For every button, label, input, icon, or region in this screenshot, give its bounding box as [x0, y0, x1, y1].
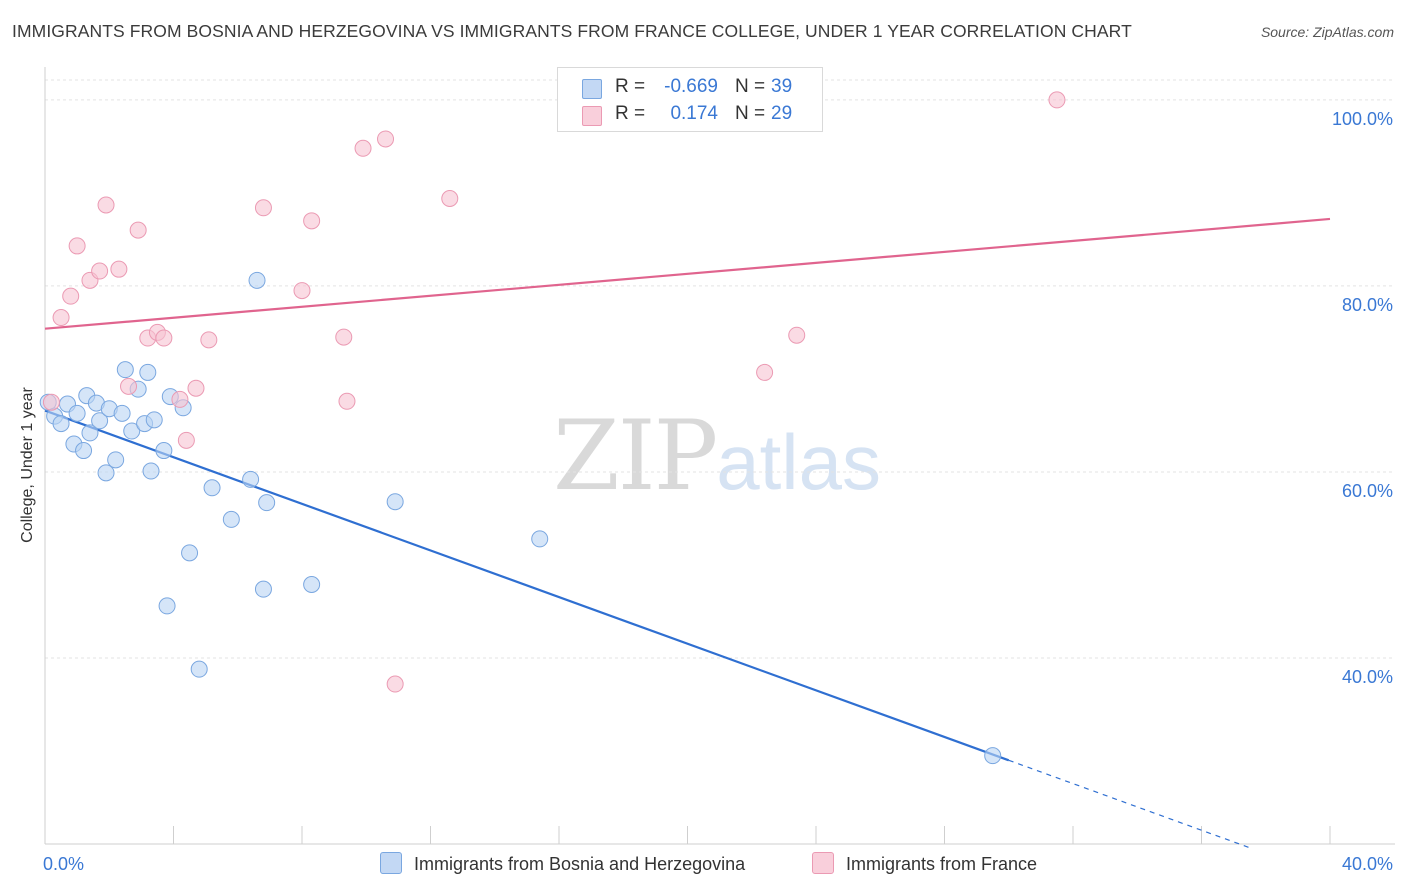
y-tick-label: 100.0%: [1332, 109, 1393, 129]
watermark: ZIPatlas: [553, 400, 881, 512]
bosnia-point: [248, 271, 266, 289]
france-trend-line: [44, 217, 1331, 330]
bosnia-point: [68, 404, 86, 422]
data-points: [39, 91, 1066, 765]
france-point: [293, 282, 311, 300]
bosnia-point: [203, 479, 221, 497]
legend-row-france: R = 0.174 N = 29: [558, 101, 822, 127]
france-point: [42, 393, 60, 411]
y-tick-label: 60.0%: [1342, 481, 1393, 501]
france-point: [68, 237, 86, 255]
legend-swatch-blue: [582, 79, 602, 99]
france-point: [187, 379, 205, 397]
legend-n-label: N =: [735, 103, 766, 124]
france-point: [110, 260, 128, 278]
bottom-legend-swatch-pink: [812, 852, 834, 874]
france-point: [377, 130, 395, 148]
axes: [44, 67, 1395, 845]
bosnia-point: [123, 422, 141, 440]
france-point: [62, 287, 80, 305]
bosnia-point: [531, 530, 549, 548]
bosnia-point: [145, 411, 163, 429]
bosnia-point: [116, 361, 134, 379]
bosnia-point: [181, 544, 199, 562]
legend-n-value: 29: [771, 103, 793, 124]
bosnia-point: [81, 424, 99, 442]
legend-r-label: R =: [615, 103, 646, 124]
bosnia-point: [254, 580, 272, 598]
france-point: [788, 326, 806, 344]
x-tick-label: 40.0%: [1342, 854, 1393, 874]
france-point: [200, 331, 218, 349]
france-point: [335, 328, 353, 346]
bosnia-point: [113, 404, 131, 422]
bottom-legend-swatch-blue: [380, 852, 402, 874]
france-point: [756, 363, 774, 381]
legend-n-label: N =: [735, 76, 766, 97]
bosnia-point: [142, 462, 160, 480]
france-point: [386, 675, 404, 693]
bosnia-point: [107, 451, 125, 469]
bottom-legend-label: Immigrants from France: [846, 854, 1038, 874]
france-point: [97, 196, 115, 214]
bottom-legend-bosnia: Immigrants from Bosnia and Herzegovina: [380, 852, 745, 875]
bosnia-point: [258, 494, 276, 512]
france-point: [177, 431, 195, 449]
france-point: [254, 199, 272, 217]
trend-lines: [44, 217, 1331, 849]
y-axis-label: College, Under 1 year: [19, 387, 36, 543]
france-point: [354, 139, 372, 157]
chart-source: Source: ZipAtlas.com: [1260, 24, 1394, 40]
france-point: [52, 309, 70, 327]
bosnia-point: [303, 575, 321, 593]
legend-r-label: R =: [615, 76, 646, 97]
bosnia-point: [91, 412, 109, 430]
tick-labels: 40.0% 60.0% 80.0% 100.0% 0.0% 40.0%: [43, 109, 1393, 874]
france-point: [155, 329, 173, 347]
legend-n-value: 39: [771, 76, 793, 97]
bottom-legend-label: Immigrants from Bosnia and Herzegovina: [414, 854, 746, 874]
bosnia-point: [139, 363, 157, 381]
chart-title: IMMIGRANTS FROM BOSNIA AND HERZEGOVINA V…: [12, 21, 1132, 41]
bosnia-point: [242, 470, 260, 488]
legend-r-value: 0.174: [670, 103, 718, 124]
stats-legend: R = -0.669 N = 39 R = 0.174 N = 29: [557, 67, 823, 132]
france-point: [171, 390, 189, 408]
bosnia-point: [97, 464, 115, 482]
france-point: [303, 212, 321, 230]
france-point: [441, 189, 459, 207]
france-point: [338, 392, 356, 410]
y-tick-label: 80.0%: [1342, 295, 1393, 315]
bosnia-point: [52, 415, 70, 433]
bosnia-point: [155, 442, 173, 460]
x-tick-label: 0.0%: [43, 854, 84, 874]
legend-row-bosnia: R = -0.669 N = 39: [558, 74, 822, 100]
watermark-atlas: atlas: [716, 418, 881, 506]
bosnia-trend-extension: [1008, 759, 1250, 849]
bottom-legend-france: Immigrants from France: [812, 852, 1037, 875]
legend-swatch-pink: [582, 106, 602, 126]
bosnia-trend-line: [44, 409, 1010, 762]
legend-r-value: -0.669: [664, 76, 718, 97]
france-point: [1048, 91, 1066, 109]
y-tick-label: 40.0%: [1342, 667, 1393, 687]
france-point: [120, 377, 138, 395]
bosnia-point: [75, 442, 93, 460]
bosnia-point: [190, 660, 208, 678]
bosnia-point: [222, 510, 240, 528]
france-point: [129, 221, 147, 239]
grid-lines: [45, 79, 1395, 659]
bosnia-point: [158, 597, 176, 615]
france-point: [91, 262, 109, 280]
watermark-zip: ZIP: [553, 400, 718, 512]
bosnia-point: [984, 747, 1002, 765]
bosnia-point: [386, 493, 404, 511]
